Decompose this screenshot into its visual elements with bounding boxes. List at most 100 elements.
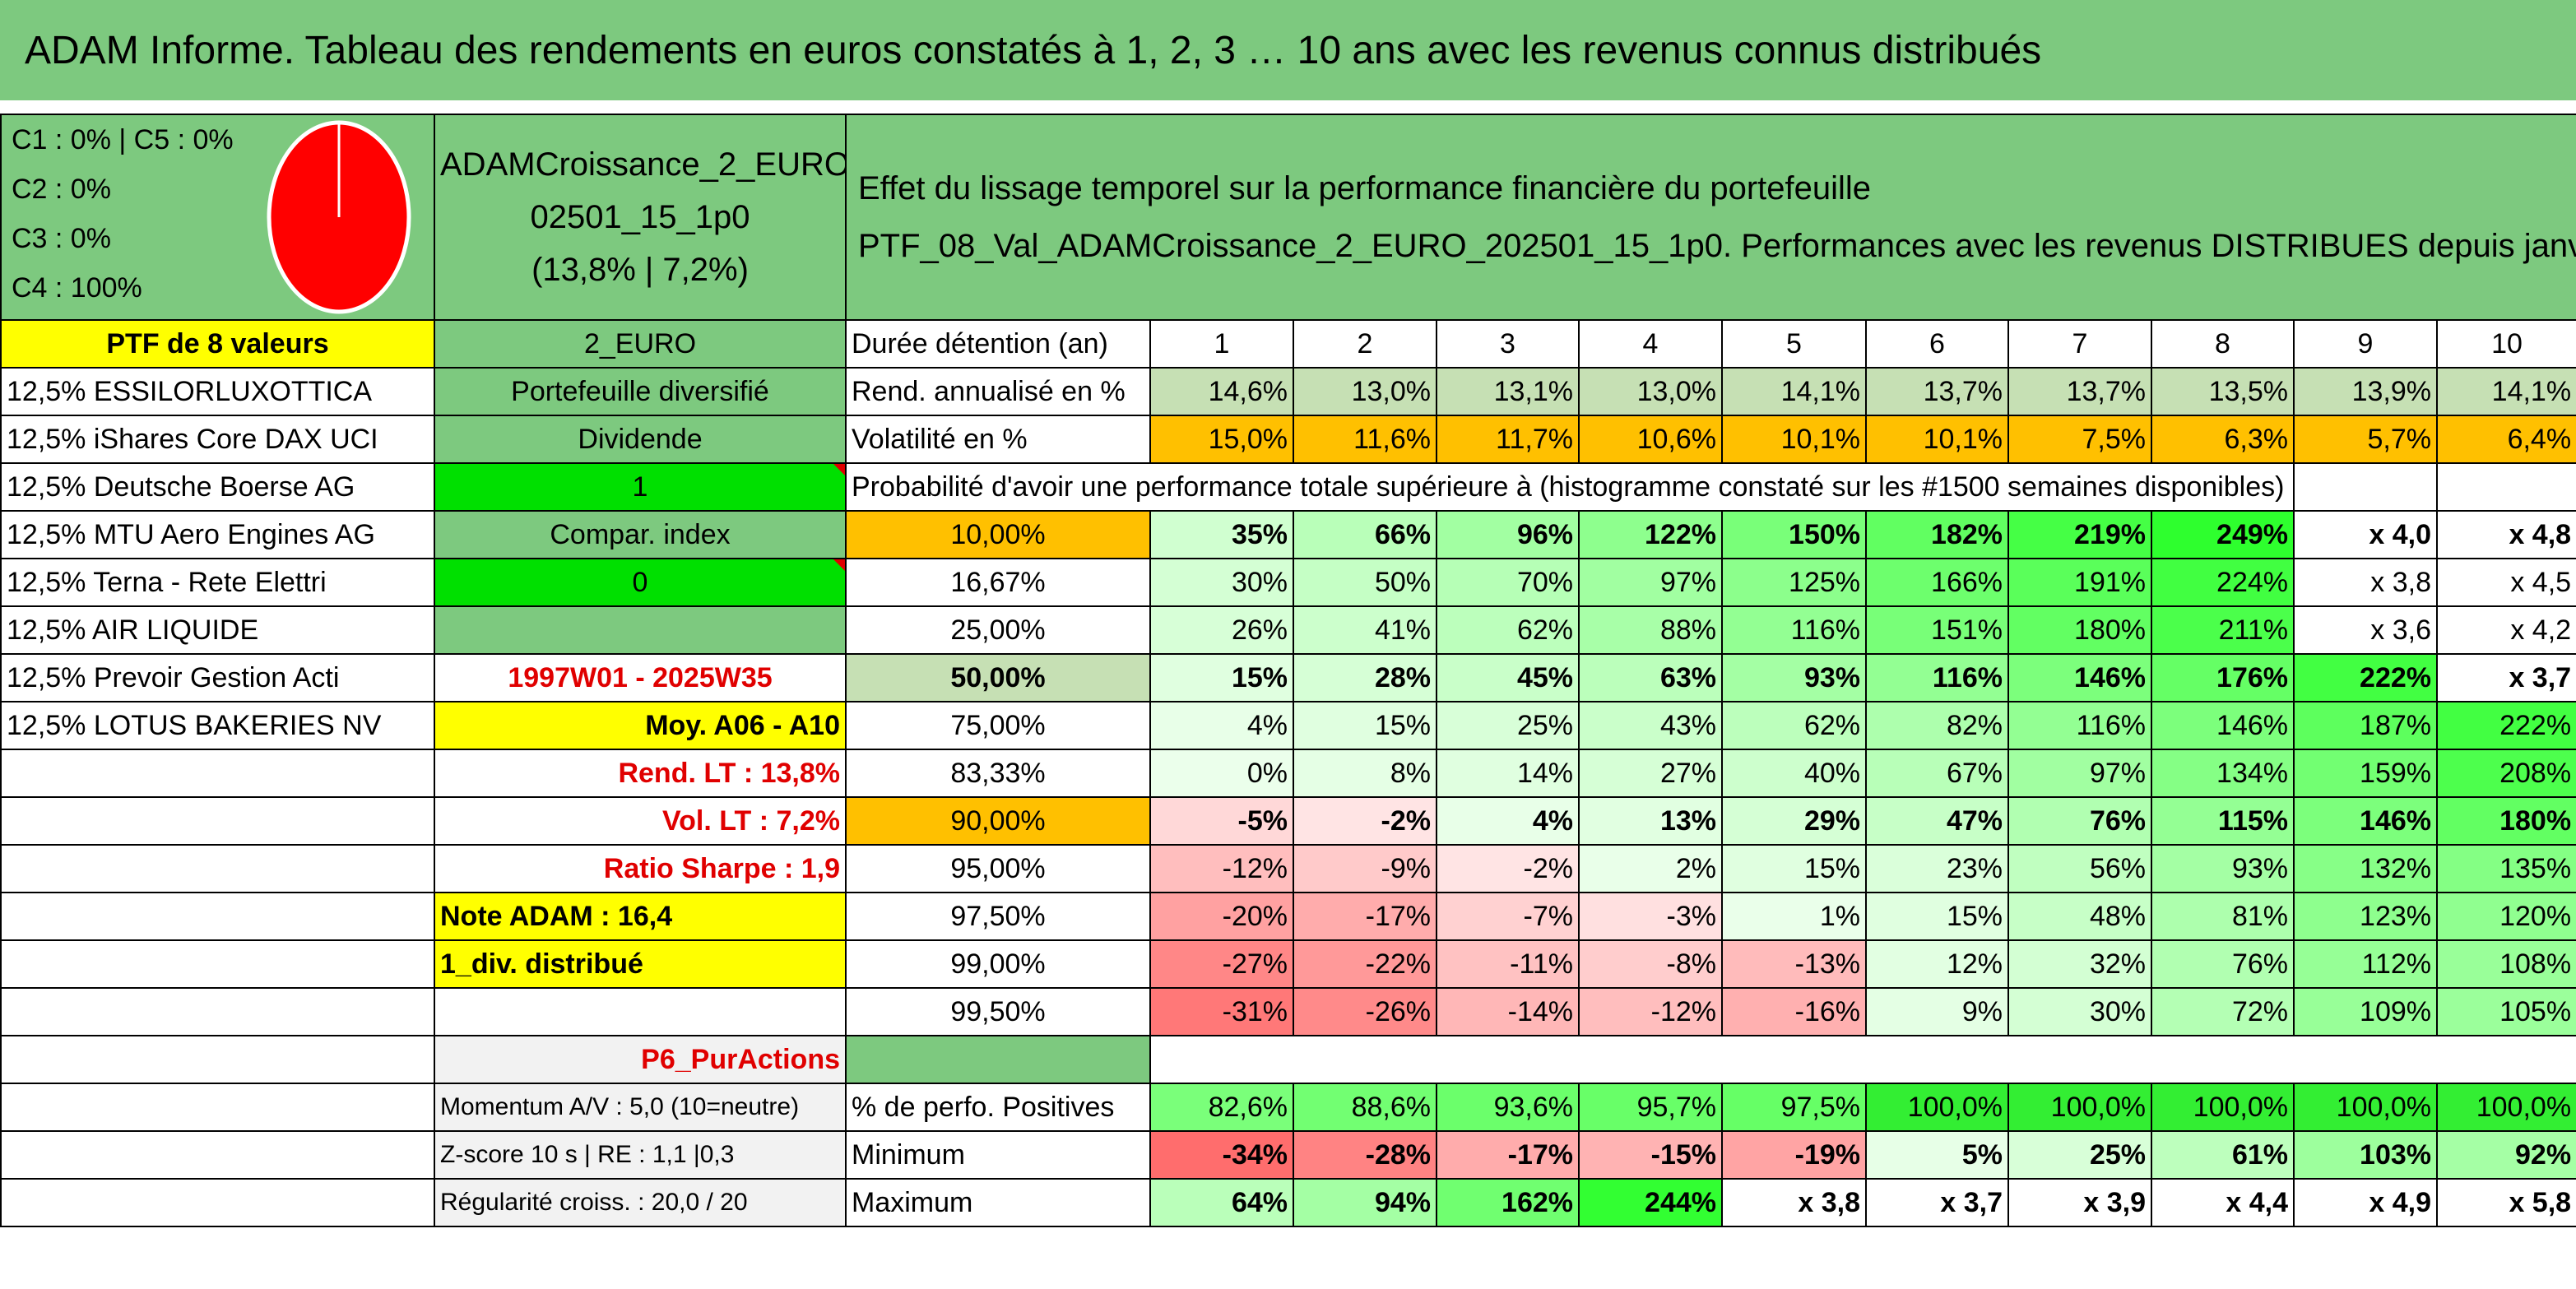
probability-value: 15% xyxy=(1721,844,1867,893)
rend-label: Rend. annualisé en % xyxy=(845,367,1151,416)
positive-value: 93,6% xyxy=(1436,1083,1580,1132)
probability-value: 76% xyxy=(2007,796,2152,846)
year-header: 3 xyxy=(1436,319,1580,369)
period-label: 1997W01 - 2025W35 xyxy=(434,653,847,702)
empty-cell xyxy=(0,749,435,798)
year-header: 10 xyxy=(2435,319,2576,369)
probability-value: 15% xyxy=(1865,892,2009,941)
maximum-value: 64% xyxy=(1149,1178,1294,1227)
table-row: Rend. LT : 13,8% 83,33% 0% 8% 14% 27% 40% 67% 97… xyxy=(0,749,2576,798)
probability-value: 45% xyxy=(1436,653,1580,702)
minimum-label: Minimum xyxy=(845,1130,1151,1180)
probability-value: 176% xyxy=(2151,653,2295,702)
probability-value: 93% xyxy=(1721,653,1867,702)
probability-value: 35% xyxy=(1149,510,1294,559)
vol-value: 6,3% xyxy=(2151,415,2295,464)
probability-value: 96% xyxy=(1436,510,1580,559)
probability-value: 159% xyxy=(2293,749,2438,798)
probability-value: 166% xyxy=(1865,558,2009,607)
empty-cell xyxy=(845,1035,1151,1084)
probability-value: x 4,0 xyxy=(2293,510,2438,559)
probability-value: -5% xyxy=(1149,796,1294,846)
probability-value: 208% xyxy=(2435,749,2576,798)
portfolio-name-line: 02501_15_1p0 xyxy=(530,199,750,235)
year-header: 6 xyxy=(1865,319,2009,369)
maximum-value: 162% xyxy=(1436,1178,1580,1227)
positive-value: 100,0% xyxy=(2435,1083,2576,1132)
positive-value: 95,7% xyxy=(1578,1083,1723,1132)
probability-threshold: 10,00% xyxy=(845,510,1151,559)
probability-value: 43% xyxy=(1578,701,1723,750)
empty-cell xyxy=(0,796,435,846)
probability-value: 123% xyxy=(2293,892,2438,941)
rend-value: 13,7% xyxy=(1865,367,2009,416)
probability-value: 47% xyxy=(1865,796,2009,846)
empty-cell xyxy=(2151,1036,2294,1083)
probability-value: -27% xyxy=(1149,939,1294,989)
compar-value: 0 xyxy=(434,558,847,607)
probability-value: 105% xyxy=(2435,987,2576,1036)
empty-cell xyxy=(2294,1036,2437,1083)
dividende-value: 1 xyxy=(434,462,847,512)
asset-class-label: C1 : 0% | C5 : 0% xyxy=(12,124,234,155)
separator-strip xyxy=(0,100,2576,114)
performance-sheet: C1 : 0% | C5 : 0% C2 : 0% C3 : 0% C4 : 100%… xyxy=(0,114,2576,1227)
probability-value: 122% xyxy=(1578,510,1723,559)
probability-threshold: 99,50% xyxy=(845,987,1151,1036)
probability-value: -9% xyxy=(1293,844,1437,893)
probability-value: -2% xyxy=(1436,844,1580,893)
portfolio-name-cell: ADAMCroissance_2_EURO_2 02501_15_1p0 (13,8… xyxy=(434,114,847,321)
probability-value: -22% xyxy=(1293,939,1437,989)
holding-item: 12,5% iShares Core DAX UCI xyxy=(0,415,435,464)
table-row: Ratio Sharpe : 1,9 95,00% -12% -9% -2% 2% 15% 2… xyxy=(0,844,2576,893)
holding-item: 12,5% AIR LIQUIDE xyxy=(0,605,435,655)
probability-value: -3% xyxy=(1578,892,1723,941)
probability-threshold: 25,00% xyxy=(845,605,1151,655)
probability-value: 30% xyxy=(2007,987,2152,1036)
probability-value: 62% xyxy=(1721,701,1867,750)
probability-value: 116% xyxy=(1721,605,1867,655)
maximum-value: 94% xyxy=(1293,1178,1437,1227)
probability-value: 72% xyxy=(2151,987,2295,1036)
probability-value: 224% xyxy=(2151,558,2295,607)
empty-cell xyxy=(0,844,435,893)
probability-value: 4% xyxy=(1149,701,1294,750)
asset-class-list: C1 : 0% | C5 : 0% C2 : 0% C3 : 0% C4 : 100% xyxy=(7,116,429,313)
probability-value: 56% xyxy=(2007,844,2152,893)
empty-cell xyxy=(1722,1036,1866,1083)
probability-value: 66% xyxy=(1293,510,1437,559)
probability-value: 25% xyxy=(1436,701,1580,750)
rend-value: 13,0% xyxy=(1578,367,1723,416)
positive-value: 100,0% xyxy=(2293,1083,2438,1132)
probability-value: 211% xyxy=(2151,605,2295,655)
table-row: PTF de 8 valeurs 2_EURO Durée détention (a… xyxy=(0,319,2576,369)
probability-value: 62% xyxy=(1436,605,1580,655)
minimum-value: 92% xyxy=(2435,1130,2576,1180)
rend-value: 14,1% xyxy=(1721,367,1867,416)
currency-label: 2_EURO xyxy=(434,319,847,369)
probability-value: 116% xyxy=(1865,653,2009,702)
asset-class-label: C2 : 0% xyxy=(12,174,111,205)
probability-value: x 4,2 xyxy=(2435,605,2576,655)
maximum-value: x 3,9 xyxy=(2007,1178,2152,1227)
probability-value: 93% xyxy=(2151,844,2295,893)
probability-value: 76% xyxy=(2151,939,2295,989)
probability-value: -16% xyxy=(1721,987,1867,1036)
empty-cell xyxy=(0,939,435,989)
sharpe-ratio: Ratio Sharpe : 1,9 xyxy=(434,844,847,893)
table-row: 12,5% LOTUS BAKERIES NV Moy. A06 - A10 75,… xyxy=(0,701,2576,750)
empty-cell xyxy=(0,987,435,1036)
portfolio-stats: (13,8% | 7,2%) xyxy=(531,252,749,288)
vol-value: 15,0% xyxy=(1149,415,1294,464)
minimum-value: 25% xyxy=(2007,1130,2152,1180)
probability-value: 222% xyxy=(2435,701,2576,750)
probability-value: 115% xyxy=(2151,796,2295,846)
empty-cell xyxy=(0,1035,435,1084)
holding-item: 12,5% ESSILORLUXOTTICA xyxy=(0,367,435,416)
maximum-value: x 5,8 xyxy=(2435,1178,2576,1227)
positive-value: 82,6% xyxy=(1149,1083,1294,1132)
table-row: 12,5% AIR LIQUIDE 25,00% 26% 41% 62% 88% 116% 1… xyxy=(0,605,2576,655)
probability-value: -13% xyxy=(1721,939,1867,989)
probability-value: 150% xyxy=(1721,510,1867,559)
portfolio-name-line: ADAMCroissance_2_EURO_2 xyxy=(440,146,846,183)
